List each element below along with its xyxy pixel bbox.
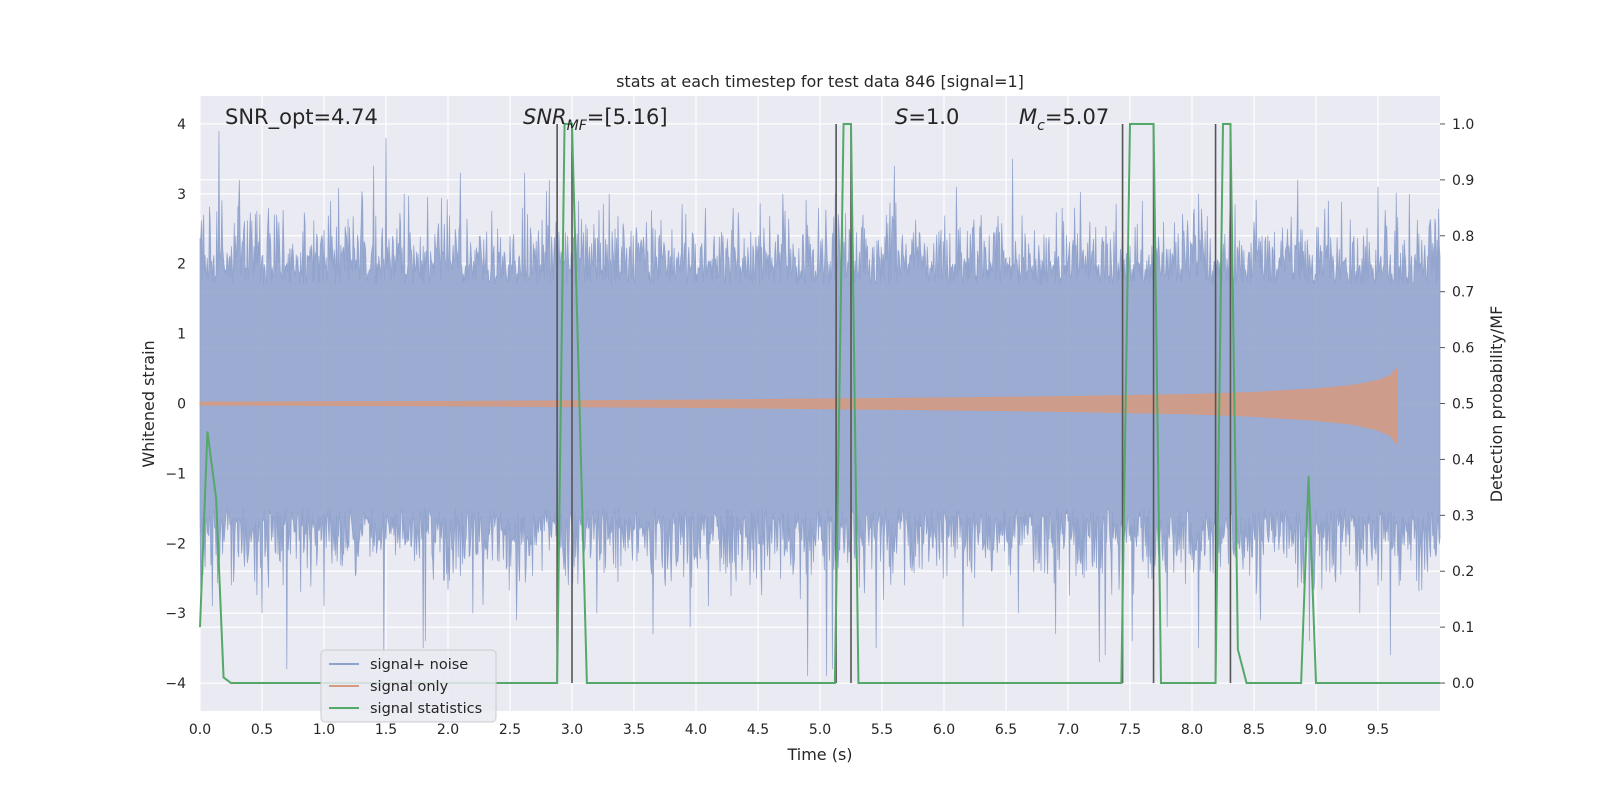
chart-title: stats at each timestep for test data 846…	[616, 72, 1024, 91]
y-right-tick-label: 0.6	[1452, 341, 1474, 357]
y-left-tick-label: −3	[165, 606, 186, 622]
annotation-s-rest: =1.0	[908, 105, 959, 129]
legend-label-signal-only: signal only	[370, 679, 449, 695]
annotation-snr-mf-sub: MF	[567, 118, 588, 134]
annotation-mc-main: M	[1019, 105, 1037, 129]
tick-layer: 0.0 0.5 1.0 1.5 2.0 2.5 3.0 3.5 4.0 4.5 5.0 5.5 6.0 6…	[165, 117, 1474, 738]
x-tick-label: 6.5	[995, 722, 1017, 738]
x-tick-label: 0.0	[189, 722, 211, 738]
x-tick-label: 1.0	[313, 722, 335, 738]
x-tick-label: 9.0	[1305, 722, 1327, 738]
y-right-tick-label: 0.9	[1452, 173, 1474, 189]
x-axis-label: Time (s)	[786, 745, 852, 764]
y-right-tick-label: 0.7	[1452, 285, 1474, 301]
x-tick-label: 7.5	[1119, 722, 1141, 738]
y-left-tick-label: 4	[177, 117, 186, 133]
y-axis-label-right: Detection probability/MF	[1487, 306, 1506, 503]
x-tick-label: 2.0	[437, 722, 459, 738]
annotation-snr-mf: SNRMF=[5.16]	[523, 105, 668, 134]
y-left-tick-label: −1	[165, 466, 186, 482]
legend: signal+ noise signal only signal statist…	[320, 649, 497, 723]
x-tick-label: 3.0	[561, 722, 583, 738]
y-right-tick-label: 0.8	[1452, 229, 1474, 245]
annotation-snr-mf-rest: =[5.16]	[587, 105, 668, 129]
x-tick-label: 3.5	[623, 722, 645, 738]
x-tick-label: 7.0	[1057, 722, 1079, 738]
y-right-tick-label: 0.1	[1452, 620, 1474, 636]
y-axis-label-left: Whitened strain	[139, 340, 158, 467]
x-tick-label: 6.0	[933, 722, 955, 738]
annotation-s: S=1.0	[895, 105, 959, 129]
annotation-mc-sub: c	[1037, 118, 1045, 134]
y-left-tick-label: −4	[165, 676, 186, 692]
legend-box	[320, 649, 497, 723]
x-tick-label: 9.5	[1367, 722, 1389, 738]
x-tick-label: 8.5	[1243, 722, 1265, 738]
legend-label-signal-statistics: signal statistics	[370, 701, 482, 717]
x-tick-label: 5.0	[809, 722, 831, 738]
annotation-mc-rest: =5.07	[1045, 105, 1109, 129]
y-right-tick-label: 0.4	[1452, 452, 1474, 468]
y-left-tick-label: 1	[177, 327, 186, 343]
signal-only-series	[199, 367, 1397, 445]
signal-statistics-series	[199, 122, 1440, 685]
y-left-tick-label: 0	[177, 397, 186, 413]
x-tick-label: 8.0	[1181, 722, 1203, 738]
x-tick-label: 0.5	[251, 722, 273, 738]
y-right-tick-label: 0.2	[1452, 564, 1474, 580]
annotation-s-main: S	[895, 105, 908, 129]
y-left-tick-label: 2	[177, 257, 186, 273]
annotation-mc: Mc=5.07	[1019, 105, 1109, 134]
y-right-tick-label: 0.5	[1452, 397, 1474, 413]
y-right-tick-label: 1.0	[1452, 117, 1474, 133]
annotation-snr-mf-main: SNR	[523, 105, 567, 129]
signal-layer	[199, 367, 1397, 445]
annotation-snr-opt: SNR_opt=4.74	[225, 105, 378, 130]
legend-label-signal-noise: signal+ noise	[370, 657, 468, 673]
y-left-tick-label: −2	[165, 536, 186, 552]
x-tick-label: 1.5	[375, 722, 397, 738]
stat-layer	[199, 122, 1440, 685]
x-tick-label: 4.5	[747, 722, 769, 738]
marker-layer	[556, 123, 1232, 684]
x-tick-label: 5.5	[871, 722, 893, 738]
y-right-tick-label: 0.0	[1452, 676, 1474, 692]
x-tick-label: 2.5	[499, 722, 521, 738]
y-left-tick-label: 3	[177, 187, 186, 203]
x-tick-label: 4.0	[685, 722, 707, 738]
y-right-tick-label: 0.3	[1452, 508, 1474, 524]
